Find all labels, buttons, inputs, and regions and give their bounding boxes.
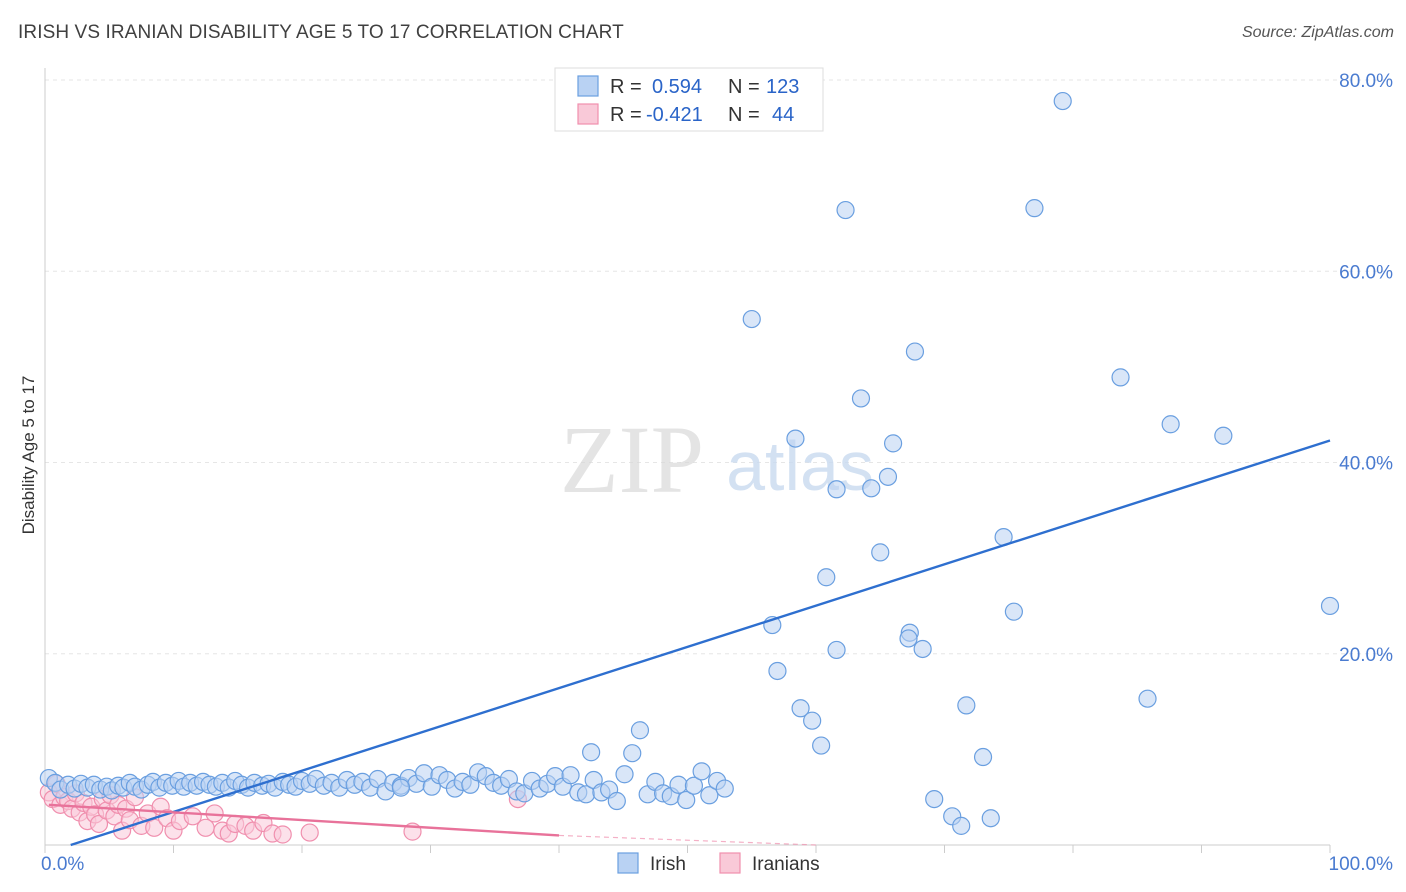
x-tick-label-0: 0.0% — [41, 854, 84, 875]
irish-point-132 — [742, 309, 761, 329]
irish-point-126 — [1053, 91, 1072, 111]
irish-point-111 — [878, 467, 898, 486]
bottom-legend: Irish Iranians — [617, 852, 820, 875]
watermark-zip: ZIP — [560, 406, 704, 513]
y-tick-label-2: 60.0% — [1339, 262, 1393, 283]
irish-point-90 — [677, 790, 696, 810]
bottom-legend-iranians: Iranians — [752, 854, 820, 875]
irish-point-109 — [862, 479, 881, 498]
iranians-trend-extension — [558, 834, 817, 846]
irish-point-112 — [883, 434, 903, 453]
bottom-legend-swatch-iranians — [719, 852, 741, 874]
irish-point-89 — [669, 775, 688, 794]
irish-point-92 — [692, 762, 711, 781]
irish-point-97 — [582, 743, 601, 762]
y-axis-label: Disability Age 5 to 17 — [19, 376, 38, 535]
irish-trend-line — [70, 439, 1331, 847]
irish-point-95 — [715, 779, 734, 798]
iranians-point-41 — [300, 823, 319, 842]
irish-point-125 — [1025, 199, 1044, 218]
series-irish — [39, 91, 1340, 835]
legend-swatch-irish — [577, 75, 599, 97]
irish-point-101 — [791, 699, 810, 718]
legend-swatch-iranians — [577, 103, 599, 125]
axes — [44, 68, 1331, 853]
irish-point-83 — [623, 744, 642, 763]
irish-point-130 — [1214, 426, 1233, 445]
irish-point-129 — [1161, 415, 1180, 434]
legend: R = 0.594 N = 123 R = -0.421 N = 44 — [554, 67, 824, 132]
irish-point-106 — [827, 640, 846, 660]
legend-iranians-n-label: N = — [728, 104, 760, 126]
irish-point-127 — [1111, 368, 1130, 387]
irish-point-102 — [803, 711, 822, 730]
irish-point-119 — [952, 816, 971, 835]
irish-point-121 — [973, 747, 993, 767]
tick-labels: 20.0% 40.0% 60.0% 80.0% 0.0% 100.0% — [41, 71, 1393, 875]
irish-point-117 — [925, 789, 944, 809]
legend-iranians-n-value: 44 — [772, 104, 794, 126]
legend-irish-n-label: N = — [728, 76, 760, 98]
legend-irish-r-value: 0.594 — [652, 76, 702, 98]
irish-point-128 — [1138, 689, 1157, 708]
irish-point-105 — [827, 480, 846, 499]
irish-point-91 — [684, 776, 704, 795]
irish-point-81 — [607, 791, 626, 811]
legend-irish-n-value: 123 — [766, 76, 799, 98]
irish-point-104 — [817, 568, 836, 587]
irish-point-124 — [1004, 602, 1023, 621]
bottom-legend-irish: Irish — [650, 854, 686, 875]
trend-lines — [48, 439, 1331, 847]
legend-irish-r-label: R = — [610, 76, 642, 98]
irish-point-116 — [913, 639, 932, 659]
legend-box — [554, 67, 824, 132]
iranians-trend-line — [48, 803, 560, 837]
series-iranians — [39, 774, 527, 844]
irish-point-96 — [391, 778, 411, 797]
irish-point-99 — [768, 661, 787, 681]
irish-point-120 — [957, 696, 976, 715]
iranians-point-40 — [273, 825, 292, 844]
legend-iranians-r-label: R = — [610, 104, 642, 126]
iranians-point-13 — [89, 814, 109, 834]
chart-title: IRISH VS IRANIAN DISABILITY AGE 5 TO 17 … — [18, 22, 624, 43]
y-tick-label-0: 20.0% — [1339, 645, 1393, 666]
irish-point-110 — [871, 543, 890, 562]
bottom-legend-swatch-irish — [617, 852, 639, 874]
y-tick-label-3: 80.0% — [1339, 71, 1393, 92]
irish-point-131 — [1320, 596, 1340, 616]
irish-point-103 — [812, 736, 831, 755]
irish-point-82 — [615, 765, 634, 784]
watermark: ZIP atlas — [560, 406, 874, 513]
y-tick-label-1: 40.0% — [1339, 454, 1393, 475]
irish-point-100 — [786, 429, 805, 448]
irish-point-107 — [836, 200, 855, 220]
legend-iranians-r-value: -0.421 — [646, 104, 703, 126]
irish-point-115 — [899, 629, 918, 648]
x-tick-label-1: 100.0% — [1329, 854, 1394, 875]
irish-point-84 — [630, 721, 650, 740]
irish-point-122 — [981, 809, 1000, 828]
source-label: Source: ZipAtlas.com — [1241, 24, 1394, 41]
irish-point-108 — [851, 389, 871, 408]
irish-point-113 — [905, 342, 925, 361]
grid-lines — [45, 79, 1392, 655]
irish-point-93 — [700, 786, 719, 805]
irish-point-75 — [561, 766, 580, 785]
